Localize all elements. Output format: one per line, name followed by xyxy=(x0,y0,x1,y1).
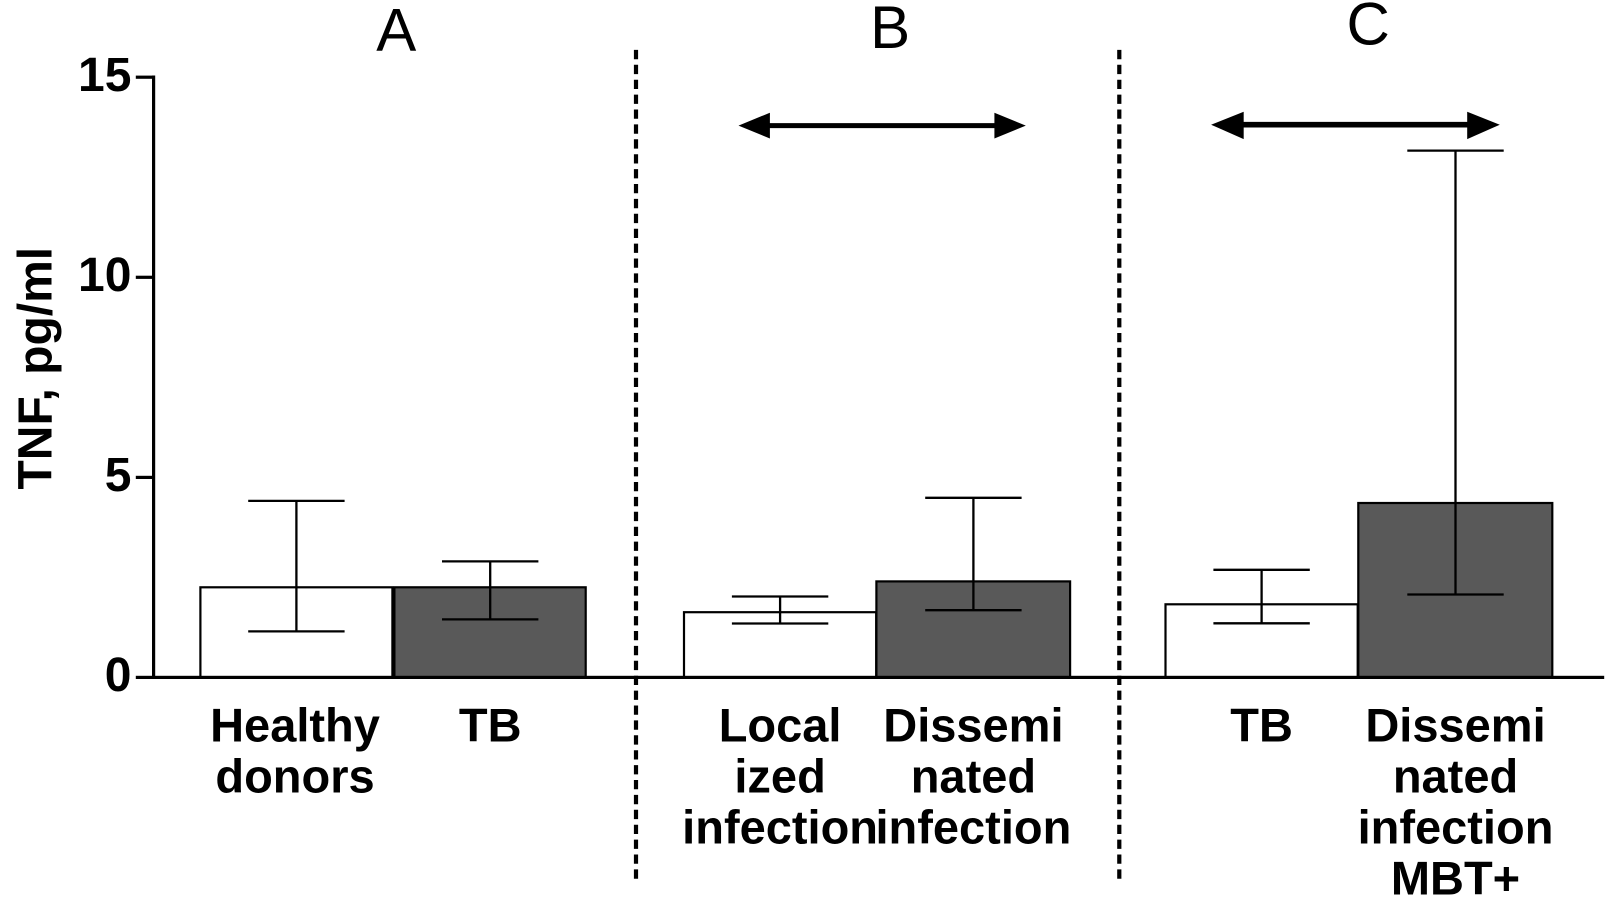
svg-text:TNF, pg/ml: TNF, pg/ml xyxy=(10,247,63,490)
svg-text:MBT+: MBT+ xyxy=(1391,851,1520,904)
svg-text:10: 10 xyxy=(78,249,131,302)
svg-text:infection: infection xyxy=(682,800,878,853)
svg-text:Dissemi: Dissemi xyxy=(1365,698,1545,751)
svg-text:A: A xyxy=(376,0,416,64)
svg-text:TB: TB xyxy=(459,698,522,751)
svg-text:B: B xyxy=(870,0,910,61)
svg-text:nated: nated xyxy=(1393,750,1518,803)
svg-text:Local: Local xyxy=(719,698,842,751)
svg-text:5: 5 xyxy=(105,449,132,502)
svg-text:donors: donors xyxy=(215,750,374,803)
svg-text:Healthy: Healthy xyxy=(210,698,380,751)
svg-text:Dissemi: Dissemi xyxy=(883,698,1063,751)
svg-text:infection: infection xyxy=(1358,800,1554,853)
svg-text:ized: ized xyxy=(734,750,825,803)
svg-text:nated: nated xyxy=(911,750,1036,803)
svg-text:C: C xyxy=(1347,0,1390,58)
svg-text:TB: TB xyxy=(1230,698,1293,751)
svg-text:0: 0 xyxy=(105,649,132,702)
svg-text:infection: infection xyxy=(875,800,1071,853)
svg-text:15: 15 xyxy=(78,49,131,102)
